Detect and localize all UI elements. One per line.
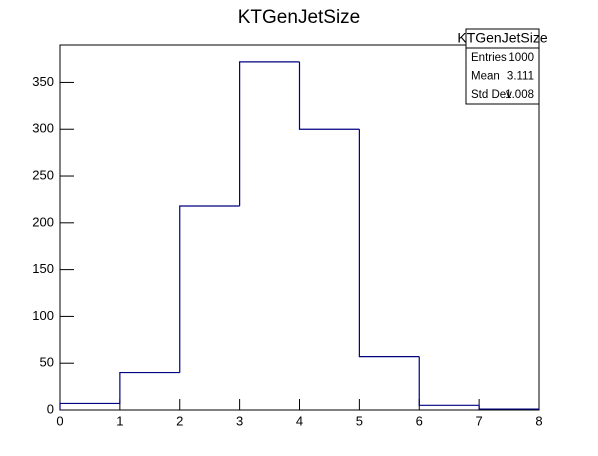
- histogram-bin: [358, 129, 420, 358]
- x-tick-label: 8: [535, 413, 542, 428]
- y-tick-label: 200: [32, 214, 54, 229]
- stats-box: [465, 28, 540, 105]
- histogram-bin: [418, 356, 480, 406]
- y-tick-label: 300: [32, 121, 54, 136]
- stats-label: Mean: [471, 71, 500, 83]
- x-tick-label: 6: [416, 413, 423, 428]
- stats-label: Entries: [471, 52, 507, 64]
- y-tick-label: 50: [40, 355, 54, 370]
- histogram-bin: [59, 402, 120, 410]
- x-tick-label: 4: [296, 413, 303, 428]
- x-tick-label: 5: [356, 413, 363, 428]
- histogram-bin: [179, 205, 240, 373]
- x-tick-label: 7: [476, 413, 483, 428]
- y-tick-label: 0: [47, 401, 54, 416]
- y-tick-label: 100: [32, 308, 54, 323]
- stats-value: 3.111: [507, 71, 534, 83]
- y-tick-label: 250: [32, 167, 54, 182]
- y-tick-label: 350: [32, 74, 54, 89]
- histogram-bin: [239, 61, 300, 206]
- histogram-bin: [119, 371, 180, 404]
- x-tick-label: 1: [116, 413, 123, 428]
- stats-title: KTGenJetSize: [457, 30, 547, 46]
- stats-value: 1.008: [505, 89, 534, 101]
- x-tick-label: 0: [56, 413, 63, 428]
- x-tick-label: 2: [176, 413, 183, 428]
- y-tick-label: 150: [32, 261, 54, 276]
- histogram-bin: [478, 405, 540, 410]
- x-tick-label: 3: [236, 413, 243, 428]
- histogram-bin: [298, 61, 360, 130]
- chart-title: KTGenJetSize: [238, 7, 361, 28]
- stats-label: Std Dev: [471, 89, 512, 101]
- stats-value: 1000: [508, 52, 534, 64]
